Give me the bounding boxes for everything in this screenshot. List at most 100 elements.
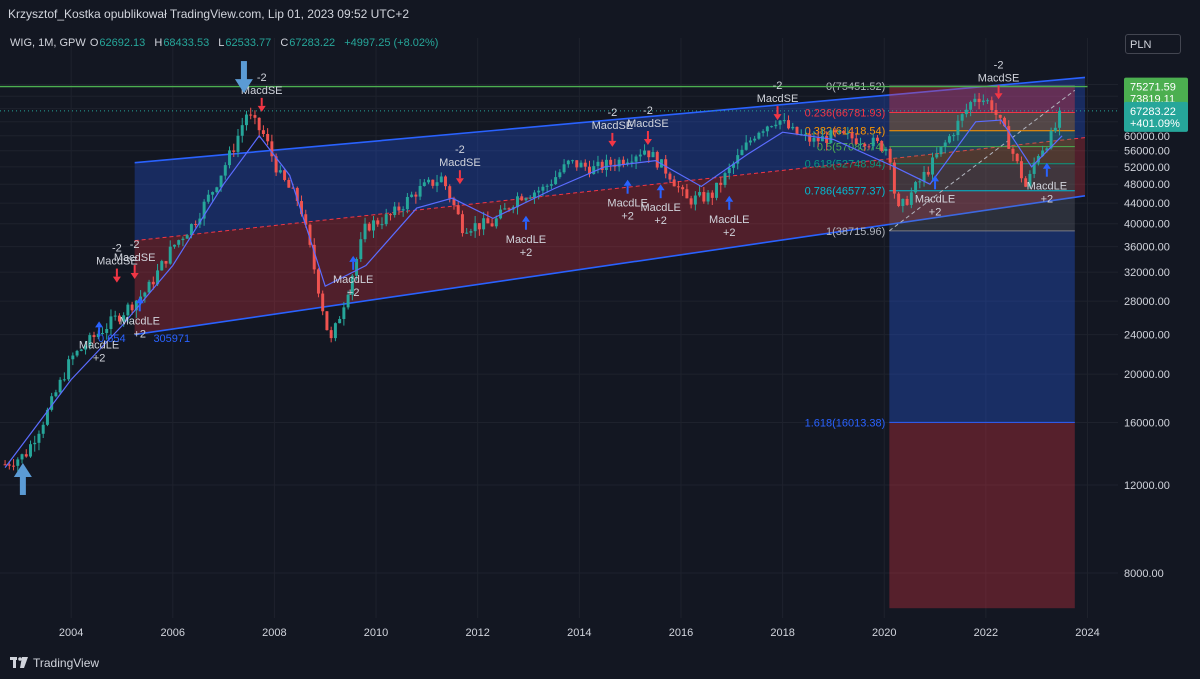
- time-axis-tick: 2012: [465, 627, 489, 639]
- candle-body: [829, 130, 833, 143]
- candle-body: [67, 359, 71, 380]
- fib-zone-band: [889, 230, 1075, 423]
- signal-short-label: MacdSE: [592, 120, 634, 132]
- symbol-legend: WIG, 1M, GPW O62692.13 H68433.53 L62533.…: [10, 37, 444, 49]
- price-axis-tick: 8000.00: [1124, 568, 1164, 580]
- signal-short-qty: -2: [994, 59, 1004, 71]
- time-axis-tick: 2010: [364, 627, 388, 639]
- high-label: H: [154, 37, 163, 49]
- signal-long-arrow-icon: [95, 321, 104, 328]
- candle-body: [126, 304, 130, 316]
- price-axis-tick: 40000.00: [1124, 219, 1170, 231]
- candle-body: [494, 218, 498, 227]
- candle-body: [350, 275, 354, 295]
- candle-body: [380, 224, 384, 226]
- candle-body: [706, 192, 710, 202]
- currency-button[interactable]: PLN: [1125, 34, 1181, 54]
- symbol-name: WIG, 1M, GPW: [10, 37, 86, 49]
- candle-body: [490, 223, 494, 227]
- candle-body: [647, 150, 651, 158]
- price-axis-tick: 44000.00: [1124, 198, 1170, 210]
- candle-body: [956, 120, 960, 136]
- candle-body: [219, 175, 223, 188]
- candle-body: [668, 173, 672, 180]
- candle-body: [101, 333, 104, 335]
- candle-body: [947, 136, 951, 143]
- candle-body: [12, 465, 16, 467]
- candle-body: [808, 134, 812, 142]
- candle-body: [736, 155, 740, 164]
- blue-up-arrow-stem: [19, 474, 26, 495]
- candle-body: [92, 335, 96, 338]
- fib-level-label: 0.786(46577.37): [805, 186, 886, 198]
- low-value: 62533.77: [225, 37, 272, 49]
- fib-small-label: 0.654: [98, 333, 126, 345]
- candle-body: [761, 131, 765, 133]
- price-chart[interactable]: 0(75451.52)0.236(66781.93)0.382(61418.54…: [0, 28, 1200, 650]
- candle-body: [147, 281, 151, 293]
- time-axis-tick: 2016: [669, 627, 693, 639]
- price-axis-tick: 28000.00: [1124, 296, 1170, 308]
- candle-body: [266, 133, 270, 142]
- chart-background: [0, 28, 1200, 650]
- candle-body: [376, 220, 380, 225]
- candle-body: [600, 161, 604, 171]
- candle-body: [770, 126, 774, 128]
- blue-up-arrow-icon: [13, 462, 32, 477]
- candle-body: [308, 224, 312, 245]
- chart-area[interactable]: 0(75451.52) 0.236(66781.93) 0.382(61418.54…: [0, 28, 1200, 650]
- candle-body: [414, 194, 418, 197]
- candle-body: [168, 246, 172, 264]
- candle-body: [507, 208, 511, 210]
- candle-body: [727, 167, 731, 174]
- candle-body: [316, 269, 320, 294]
- tradingview-logo[interactable]: TradingView: [10, 656, 99, 670]
- candle-body: [134, 300, 138, 311]
- candle-body: [384, 214, 388, 225]
- candle-body: [960, 114, 964, 121]
- candle-body: [427, 179, 431, 183]
- candle-body: [842, 131, 846, 134]
- candle-body: [905, 198, 909, 205]
- candle-body: [439, 176, 443, 183]
- signal-short-arrow-icon: [643, 139, 652, 146]
- candle-body: [312, 244, 316, 270]
- candle-body: [748, 140, 752, 143]
- candle-body: [719, 182, 723, 185]
- signal-long-label: MacdLE: [915, 193, 955, 205]
- signal-long-arrow-icon: [521, 215, 530, 222]
- candle-body: [29, 444, 32, 457]
- signal-short-qty: -2: [773, 80, 783, 92]
- footer: TradingView: [0, 650, 1200, 679]
- time-axis-tick: 2014: [567, 627, 591, 639]
- candle-body: [723, 173, 727, 185]
- candle-body: [329, 330, 333, 339]
- signal-short-qty: -2: [257, 72, 267, 84]
- candle-body: [973, 98, 977, 103]
- candle-body: [321, 293, 325, 312]
- candle-body: [795, 126, 799, 135]
- candle-body: [986, 100, 990, 102]
- price-label-box: [1124, 101, 1188, 132]
- channel-lower-fill: [134, 137, 1085, 335]
- signal-long-qty: +2: [654, 215, 667, 227]
- candle-body: [24, 454, 28, 457]
- signal-short-arrow-icon: [773, 114, 782, 121]
- signal-short-arrow-icon: [608, 140, 617, 147]
- candle-body: [122, 315, 126, 322]
- candle-body: [617, 159, 621, 167]
- publisher-line: Krzysztof_Kostka opublikował TradingView…: [8, 7, 410, 21]
- candle-body: [75, 350, 79, 356]
- price-label-value: 67283.22: [1130, 106, 1176, 118]
- candle-body: [211, 192, 215, 195]
- candle-body: [888, 148, 892, 163]
- candle-body: [477, 223, 481, 230]
- candle-body: [977, 98, 981, 103]
- candle-body: [588, 166, 591, 175]
- candle-body: [109, 316, 113, 329]
- fib-level-label: 1.618(16013.38): [805, 417, 886, 429]
- candle-body: [655, 152, 659, 168]
- candle-body: [702, 192, 706, 202]
- candle-body: [676, 186, 680, 188]
- signal-short-label: MacdSE: [757, 93, 799, 105]
